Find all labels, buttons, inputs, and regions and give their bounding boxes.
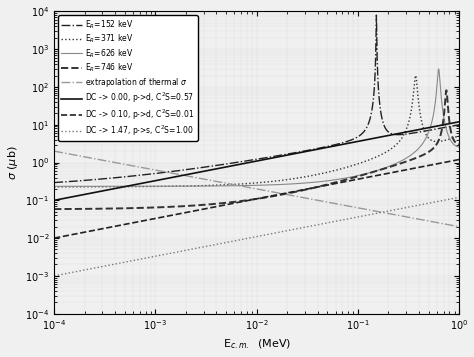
Legend: E$_R$=152 keV, E$_R$=371 keV, E$_R$=626 keV, E$_R$=746 keV, extrapolation of the: E$_R$=152 keV, E$_R$=371 keV, E$_R$=626 … (58, 15, 198, 141)
Y-axis label: $\sigma$ ($\mu$b): $\sigma$ ($\mu$b) (6, 145, 19, 180)
X-axis label: E$_{c.m.}$  (MeV): E$_{c.m.}$ (MeV) (223, 338, 291, 351)
